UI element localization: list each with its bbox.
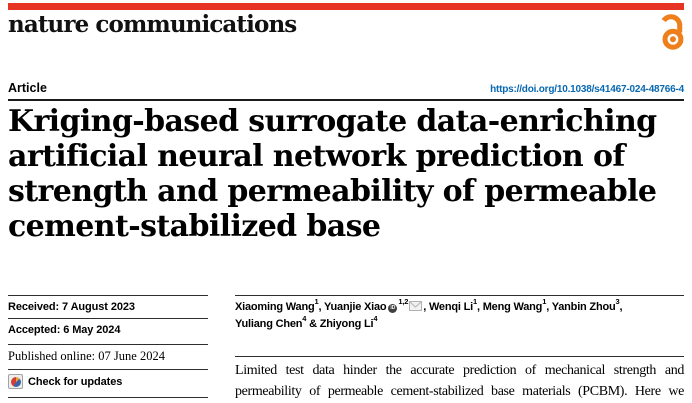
divider — [8, 369, 208, 370]
abstract-line: Limited test data hinder the accurate pr… — [235, 363, 684, 378]
author-affiliation-sup: 3 — [615, 297, 620, 307]
author-affiliation-sup: 4 — [302, 314, 307, 324]
open-access-icon — [656, 13, 687, 55]
author-name: Yuanjie Xiao iD1,2 — [324, 298, 423, 313]
published-date: Published online: 07 June 2024 — [8, 349, 165, 363]
author-affiliation-sup: 1,2 — [398, 297, 409, 307]
divider — [235, 295, 684, 296]
author-affiliation-sup: 1 — [542, 297, 547, 307]
article-bar: Article https://doi.org/10.1038/s41467-0… — [8, 81, 684, 95]
accepted-date: Accepted: 6 May 2024 — [8, 324, 121, 336]
check-for-updates-label: Check for updates — [28, 375, 123, 388]
article-history-sidebar: Received: 7 August 2023 Accepted: 6 May … — [8, 0, 208, 403]
journal-brand-bar — [8, 3, 684, 10]
author-affiliation-sup: 1 — [314, 297, 319, 307]
divider — [8, 397, 208, 398]
orcid-icon[interactable]: iD — [388, 304, 398, 313]
author-affiliation-sup: 4 — [373, 314, 378, 324]
author-affiliation-sup: 1 — [472, 297, 477, 307]
received-date: Received: 7 August 2023 — [8, 301, 135, 313]
abstract-line: permeability of permeable cement-stabili… — [235, 383, 684, 399]
header-rule — [8, 99, 684, 101]
title-line: Kriging-based surrogate data-enriching — [8, 104, 657, 139]
check-for-updates-button[interactable]: Check for updates — [8, 374, 122, 389]
email-icon[interactable] — [409, 301, 423, 311]
author-name: Zhiyong Li4 — [319, 314, 378, 330]
journal-wordmark: nature communications — [8, 11, 297, 38]
author-list: Xiaoming Wang1, Yuanjie Xiao iD1,2, Wenqi… — [235, 297, 623, 330]
author-name: Xiaoming Wang1 — [235, 297, 319, 313]
title-line: strength and permeability of permeable — [8, 174, 657, 209]
author-name: Yanbin Zhou3 — [551, 297, 620, 313]
divider — [8, 295, 208, 296]
divider — [8, 344, 208, 345]
author-name: Yuliang Chen4 — [235, 314, 307, 330]
title-line: cement-stabilized base — [8, 209, 381, 244]
doi-link[interactable]: https://doi.org/10.1038/s41467-024-48766… — [490, 84, 684, 95]
title-line: artificial neural network prediction of — [8, 139, 625, 174]
author-name: Meng Wang1 — [482, 297, 547, 313]
divider — [8, 318, 208, 319]
crossmark-icon — [8, 374, 23, 389]
article-type-label: Article — [8, 81, 47, 95]
divider — [235, 356, 684, 357]
article-title: Kriging-based surrogate data-enriching a… — [8, 104, 668, 244]
abstract-paragraph: Limited test data hinder the accurate pr… — [235, 361, 684, 402]
author-name: Wenqi Li1 — [428, 297, 477, 313]
